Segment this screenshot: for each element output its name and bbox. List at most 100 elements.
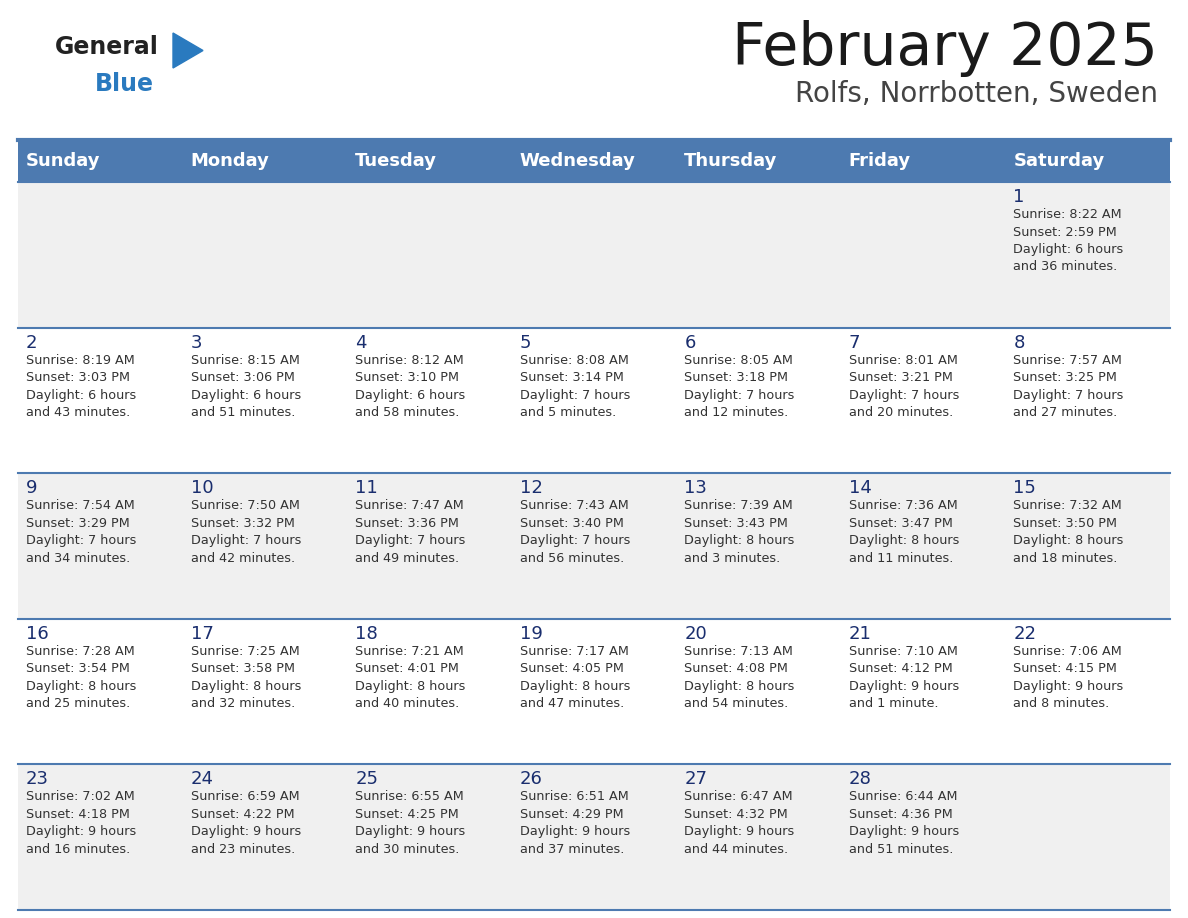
Text: Saturday: Saturday [1013, 152, 1105, 170]
Text: 4: 4 [355, 333, 367, 352]
Text: Sunrise: 6:51 AM
Sunset: 4:29 PM
Daylight: 9 hours
and 37 minutes.: Sunrise: 6:51 AM Sunset: 4:29 PM Dayligh… [519, 790, 630, 856]
Text: 21: 21 [849, 625, 872, 643]
Bar [676, 473, 841, 619]
Text: Monday: Monday [190, 152, 270, 170]
Text: February 2025: February 2025 [732, 20, 1158, 77]
Text: 13: 13 [684, 479, 707, 498]
Text: 10: 10 [190, 479, 213, 498]
Text: Sunrise: 6:59 AM
Sunset: 4:22 PM
Daylight: 9 hours
and 23 minutes.: Sunrise: 6:59 AM Sunset: 4:22 PM Dayligh… [190, 790, 301, 856]
Text: 14: 14 [849, 479, 872, 498]
Bar [512, 140, 676, 182]
Text: Sunrise: 6:47 AM
Sunset: 4:32 PM
Daylight: 9 hours
and 44 minutes.: Sunrise: 6:47 AM Sunset: 4:32 PM Dayligh… [684, 790, 795, 856]
Bar [841, 328, 1005, 473]
Text: 26: 26 [519, 770, 543, 789]
Text: Sunrise: 7:25 AM
Sunset: 3:58 PM
Daylight: 8 hours
and 32 minutes.: Sunrise: 7:25 AM Sunset: 3:58 PM Dayligh… [190, 644, 301, 711]
Text: Blue: Blue [95, 72, 154, 96]
Bar [1005, 140, 1170, 182]
Text: Sunrise: 7:36 AM
Sunset: 3:47 PM
Daylight: 8 hours
and 11 minutes.: Sunrise: 7:36 AM Sunset: 3:47 PM Dayligh… [849, 499, 959, 565]
Text: Sunrise: 7:47 AM
Sunset: 3:36 PM
Daylight: 7 hours
and 49 minutes.: Sunrise: 7:47 AM Sunset: 3:36 PM Dayligh… [355, 499, 466, 565]
Bar [512, 182, 676, 328]
Bar [183, 182, 347, 328]
Bar [841, 473, 1005, 619]
Text: Friday: Friday [849, 152, 911, 170]
Bar [183, 328, 347, 473]
Text: Sunrise: 7:50 AM
Sunset: 3:32 PM
Daylight: 7 hours
and 42 minutes.: Sunrise: 7:50 AM Sunset: 3:32 PM Dayligh… [190, 499, 301, 565]
Text: Wednesday: Wednesday [519, 152, 636, 170]
Text: Sunrise: 7:02 AM
Sunset: 4:18 PM
Daylight: 9 hours
and 16 minutes.: Sunrise: 7:02 AM Sunset: 4:18 PM Dayligh… [26, 790, 137, 856]
Text: 23: 23 [26, 770, 49, 789]
Bar [347, 328, 512, 473]
Text: 25: 25 [355, 770, 378, 789]
Bar [347, 473, 512, 619]
Bar [18, 473, 183, 619]
Text: Sunrise: 7:10 AM
Sunset: 4:12 PM
Daylight: 9 hours
and 1 minute.: Sunrise: 7:10 AM Sunset: 4:12 PM Dayligh… [849, 644, 959, 711]
Text: 5: 5 [519, 333, 531, 352]
Bar [347, 619, 512, 765]
Bar [1005, 182, 1170, 328]
Text: Sunrise: 6:44 AM
Sunset: 4:36 PM
Daylight: 9 hours
and 51 minutes.: Sunrise: 6:44 AM Sunset: 4:36 PM Dayligh… [849, 790, 959, 856]
Text: 20: 20 [684, 625, 707, 643]
Bar [18, 182, 183, 328]
Text: 24: 24 [190, 770, 214, 789]
Text: Sunrise: 7:21 AM
Sunset: 4:01 PM
Daylight: 8 hours
and 40 minutes.: Sunrise: 7:21 AM Sunset: 4:01 PM Dayligh… [355, 644, 466, 711]
Text: 3: 3 [190, 333, 202, 352]
Bar [676, 619, 841, 765]
Bar [183, 473, 347, 619]
Bar [676, 140, 841, 182]
Text: Sunrise: 7:43 AM
Sunset: 3:40 PM
Daylight: 7 hours
and 56 minutes.: Sunrise: 7:43 AM Sunset: 3:40 PM Dayligh… [519, 499, 630, 565]
Text: Sunrise: 8:05 AM
Sunset: 3:18 PM
Daylight: 7 hours
and 12 minutes.: Sunrise: 8:05 AM Sunset: 3:18 PM Dayligh… [684, 353, 795, 420]
Text: 16: 16 [26, 625, 49, 643]
Text: Sunrise: 6:55 AM
Sunset: 4:25 PM
Daylight: 9 hours
and 30 minutes.: Sunrise: 6:55 AM Sunset: 4:25 PM Dayligh… [355, 790, 466, 856]
Text: Sunrise: 7:39 AM
Sunset: 3:43 PM
Daylight: 8 hours
and 3 minutes.: Sunrise: 7:39 AM Sunset: 3:43 PM Dayligh… [684, 499, 795, 565]
Text: Sunrise: 8:19 AM
Sunset: 3:03 PM
Daylight: 6 hours
and 43 minutes.: Sunrise: 8:19 AM Sunset: 3:03 PM Dayligh… [26, 353, 137, 420]
Bar [18, 765, 183, 910]
Bar [347, 182, 512, 328]
Text: General: General [55, 35, 159, 59]
Text: Sunrise: 8:15 AM
Sunset: 3:06 PM
Daylight: 6 hours
and 51 minutes.: Sunrise: 8:15 AM Sunset: 3:06 PM Dayligh… [190, 353, 301, 420]
Text: Sunrise: 8:12 AM
Sunset: 3:10 PM
Daylight: 6 hours
and 58 minutes.: Sunrise: 8:12 AM Sunset: 3:10 PM Dayligh… [355, 353, 466, 420]
Text: 28: 28 [849, 770, 872, 789]
Bar [841, 619, 1005, 765]
Text: Sunrise: 8:22 AM
Sunset: 2:59 PM
Daylight: 6 hours
and 36 minutes.: Sunrise: 8:22 AM Sunset: 2:59 PM Dayligh… [1013, 208, 1124, 274]
Text: 8: 8 [1013, 333, 1025, 352]
Text: Rolfs, Norrbotten, Sweden: Rolfs, Norrbotten, Sweden [795, 80, 1158, 108]
Bar [841, 140, 1005, 182]
Bar [183, 619, 347, 765]
Text: Sunrise: 7:17 AM
Sunset: 4:05 PM
Daylight: 8 hours
and 47 minutes.: Sunrise: 7:17 AM Sunset: 4:05 PM Dayligh… [519, 644, 630, 711]
Text: 6: 6 [684, 333, 696, 352]
Bar [512, 765, 676, 910]
Text: Sunrise: 7:28 AM
Sunset: 3:54 PM
Daylight: 8 hours
and 25 minutes.: Sunrise: 7:28 AM Sunset: 3:54 PM Dayligh… [26, 644, 137, 711]
Text: Sunrise: 7:57 AM
Sunset: 3:25 PM
Daylight: 7 hours
and 27 minutes.: Sunrise: 7:57 AM Sunset: 3:25 PM Dayligh… [1013, 353, 1124, 420]
Text: 9: 9 [26, 479, 38, 498]
Text: 17: 17 [190, 625, 214, 643]
Text: Sunrise: 7:32 AM
Sunset: 3:50 PM
Daylight: 8 hours
and 18 minutes.: Sunrise: 7:32 AM Sunset: 3:50 PM Dayligh… [1013, 499, 1124, 565]
Bar [1005, 765, 1170, 910]
Bar [1005, 328, 1170, 473]
Text: 15: 15 [1013, 479, 1036, 498]
Text: Tuesday: Tuesday [355, 152, 437, 170]
Bar [841, 765, 1005, 910]
Bar [183, 140, 347, 182]
Text: 27: 27 [684, 770, 707, 789]
Bar [676, 765, 841, 910]
Bar [347, 140, 512, 182]
Text: Sunrise: 8:08 AM
Sunset: 3:14 PM
Daylight: 7 hours
and 5 minutes.: Sunrise: 8:08 AM Sunset: 3:14 PM Dayligh… [519, 353, 630, 420]
Bar [18, 619, 183, 765]
Bar [512, 328, 676, 473]
Text: Sunrise: 7:54 AM
Sunset: 3:29 PM
Daylight: 7 hours
and 34 minutes.: Sunrise: 7:54 AM Sunset: 3:29 PM Dayligh… [26, 499, 137, 565]
Text: 11: 11 [355, 479, 378, 498]
Text: Thursday: Thursday [684, 152, 778, 170]
Text: Sunday: Sunday [26, 152, 101, 170]
Bar [676, 182, 841, 328]
Bar [18, 140, 183, 182]
Bar [1005, 473, 1170, 619]
Bar [512, 473, 676, 619]
Bar [183, 765, 347, 910]
Text: 7: 7 [849, 333, 860, 352]
Bar [1005, 619, 1170, 765]
Text: Sunrise: 7:06 AM
Sunset: 4:15 PM
Daylight: 9 hours
and 8 minutes.: Sunrise: 7:06 AM Sunset: 4:15 PM Dayligh… [1013, 644, 1124, 711]
Bar [841, 182, 1005, 328]
Bar [347, 765, 512, 910]
Text: 19: 19 [519, 625, 543, 643]
Text: 12: 12 [519, 479, 543, 498]
